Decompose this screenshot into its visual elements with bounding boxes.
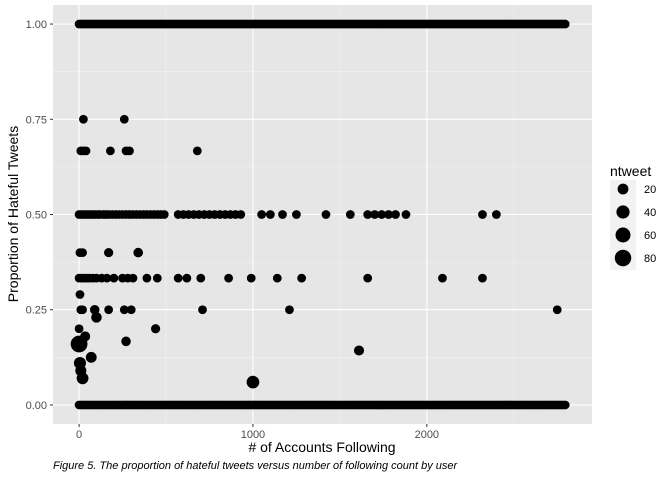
data-point	[80, 331, 91, 342]
data-point	[377, 210, 386, 219]
data-point	[105, 146, 115, 156]
figure-caption: Figure 5. The proportion of hateful twee…	[53, 460, 458, 472]
data-point	[121, 336, 131, 347]
data-point	[363, 210, 373, 219]
data-point	[152, 273, 162, 283]
y-tick-label: 1.00	[26, 19, 47, 31]
data-point	[104, 247, 114, 258]
data-point	[78, 305, 87, 315]
legend-key-circle	[616, 205, 630, 219]
data-point	[478, 273, 487, 283]
data-point	[478, 210, 487, 219]
data-points	[70, 19, 570, 410]
legend-key-circle	[617, 183, 629, 195]
data-point	[126, 305, 136, 315]
legend-title: ntweet	[610, 163, 651, 179]
data-point	[102, 273, 112, 283]
data-point	[297, 273, 307, 283]
data-point	[246, 375, 260, 389]
data-point	[89, 304, 100, 315]
y-tick-label: 0.50	[26, 210, 47, 222]
y-tick-label: 0.00	[26, 400, 47, 412]
data-point	[224, 273, 233, 283]
data-point	[391, 210, 400, 219]
data-point	[91, 312, 102, 323]
data-point	[285, 305, 294, 315]
data-point	[292, 210, 301, 219]
data-point	[401, 210, 411, 219]
data-point	[278, 210, 287, 219]
data-point	[79, 114, 88, 124]
legend-label: 40	[644, 207, 656, 219]
data-point	[272, 273, 282, 283]
x-tick-label: 0	[76, 429, 82, 441]
data-point	[246, 273, 256, 283]
data-point	[353, 345, 365, 356]
y-axis-title: Proportion of Hateful Tweets	[5, 126, 21, 302]
data-point	[150, 324, 161, 334]
data-point	[321, 210, 331, 219]
data-point	[192, 146, 202, 156]
data-point	[257, 210, 267, 219]
x-tick-label: 2000	[415, 429, 439, 441]
data-point	[133, 247, 143, 258]
data-point	[182, 273, 192, 283]
data-point	[119, 305, 129, 315]
x-tick-label: 1000	[241, 429, 265, 441]
data-point	[76, 372, 89, 385]
data-point	[128, 273, 138, 283]
data-point	[173, 273, 183, 283]
data-point	[74, 324, 84, 334]
data-point	[560, 400, 570, 410]
data-point	[363, 273, 373, 283]
legend-label: 20	[644, 184, 656, 196]
data-point	[384, 210, 393, 219]
data-point	[75, 290, 85, 299]
size-legend: ntweet 20 40 60 80	[610, 163, 656, 270]
x-axis-ticks: 0 1000 2000	[76, 424, 439, 441]
legend-label: 80	[644, 253, 656, 265]
legend-label: 60	[644, 230, 656, 242]
legend-key-circle	[615, 227, 631, 243]
data-point	[85, 351, 97, 363]
data-point	[159, 210, 169, 219]
data-point	[119, 114, 129, 124]
data-point	[196, 273, 206, 283]
data-point	[198, 305, 207, 315]
y-axis-ticks: 0.00 0.25 0.50 0.75 1.00	[26, 19, 53, 412]
data-point	[142, 273, 152, 283]
data-point	[236, 210, 246, 219]
data-point	[81, 146, 91, 156]
data-point	[109, 273, 119, 283]
x-axis-title: # of Accounts Following	[248, 439, 395, 455]
data-point	[560, 19, 570, 29]
y-tick-label: 0.75	[26, 114, 47, 126]
data-point	[491, 210, 501, 219]
legend-key-circle	[614, 249, 632, 267]
y-tick-label: 0.25	[26, 305, 47, 317]
data-point	[345, 210, 355, 219]
data-point	[370, 210, 380, 219]
data-point	[552, 305, 562, 315]
data-point	[265, 210, 275, 219]
data-point	[104, 305, 114, 315]
data-point	[438, 273, 447, 283]
data-point	[78, 248, 87, 257]
data-point	[125, 146, 134, 156]
